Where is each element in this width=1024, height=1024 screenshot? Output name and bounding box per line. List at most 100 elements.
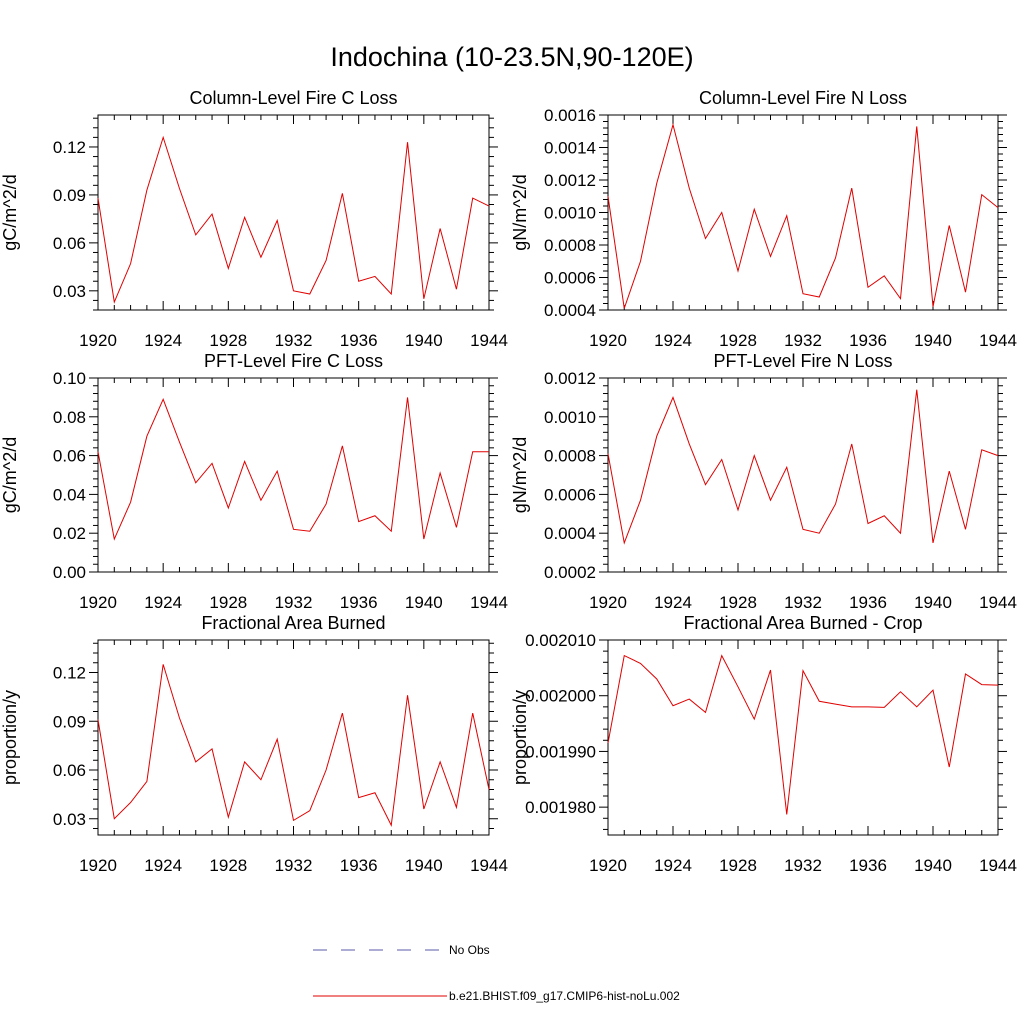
y-axis-label: gC/m^2/d — [0, 437, 20, 513]
y-tick-label: 0.001990 — [525, 742, 596, 761]
x-tick-label: 1940 — [405, 856, 443, 875]
y-tick-label: 0.002000 — [525, 687, 596, 706]
series-line-1 — [607, 122, 999, 309]
y-tick-label: 0.03 — [53, 282, 86, 301]
series-line-1 — [97, 397, 489, 541]
y-tick-label: 0.06 — [53, 761, 86, 780]
x-tick-label: 1928 — [209, 856, 247, 875]
series-line-1 — [607, 389, 999, 545]
x-tick-label: 1928 — [719, 593, 757, 612]
y-tick-label: 0.10 — [53, 369, 86, 388]
panel-title: Fractional Area Burned — [201, 613, 385, 633]
plot-frame — [607, 639, 999, 836]
y-tick-label: 0.0006 — [544, 485, 596, 504]
y-tick-label: 0.03 — [53, 810, 86, 829]
x-tick-label: 1920 — [79, 593, 117, 612]
x-tick-label: 1944 — [470, 856, 508, 875]
y-tick-label: 0.002010 — [525, 631, 596, 650]
panels-group: Column-Level Fire C Loss gC/m^2/d 1920 1924… — [0, 88, 1017, 875]
x-tick-label: 1920 — [589, 856, 627, 875]
x-tick-label: 1944 — [470, 331, 508, 350]
x-tick-label: 1928 — [209, 331, 247, 350]
y-tick-label: 0.06 — [53, 447, 86, 466]
series-line-1 — [97, 135, 490, 304]
legend-obs-label: No Obs — [449, 943, 490, 957]
x-tick-label: 1944 — [979, 856, 1017, 875]
x-tick-label: 1932 — [275, 593, 313, 612]
plot-frame — [97, 639, 490, 836]
x-tick-label: 1936 — [340, 331, 378, 350]
x-tick-label: 1924 — [654, 856, 692, 875]
series-line-1 — [607, 654, 999, 815]
x-tick-label: 1940 — [914, 593, 952, 612]
chart-panel-6: Fractional Area Burned - Crop proportion/… — [510, 613, 1017, 875]
y-tick-label: 0.09 — [53, 712, 86, 731]
chart-panel-1: Column-Level Fire C Loss gC/m^2/d 1920 1924… — [0, 88, 508, 350]
y-tick-label: 0.08 — [53, 408, 86, 427]
y-tick-label: 0.04 — [53, 485, 86, 504]
y-axis-label: gN/m^2/d — [510, 437, 530, 513]
y-tick-label: 0.0008 — [544, 447, 596, 466]
x-tick-label: 1924 — [144, 856, 182, 875]
x-tick-label: 1932 — [275, 856, 313, 875]
plot-frame — [97, 114, 490, 311]
chart-panel-4: PFT-Level Fire N Loss gN/m^2/d 1920 1924 192… — [510, 351, 1017, 612]
x-tick-label: 1944 — [470, 593, 508, 612]
plot-frame — [607, 377, 999, 573]
x-tick-label: 1944 — [979, 331, 1017, 350]
x-tick-label: 1924 — [654, 593, 692, 612]
x-tick-label: 1932 — [784, 856, 822, 875]
x-tick-label: 1932 — [784, 593, 822, 612]
x-tick-label: 1944 — [979, 593, 1017, 612]
y-tick-label: 0.0010 — [544, 408, 596, 427]
y-tick-label: 0.001980 — [525, 798, 596, 817]
plot-frame — [607, 114, 999, 311]
x-tick-label: 1940 — [914, 856, 952, 875]
y-tick-label: 0.0006 — [544, 269, 596, 288]
x-tick-label: 1920 — [79, 856, 117, 875]
y-tick-label: 0.0010 — [544, 204, 596, 223]
y-tick-label: 0.0004 — [544, 301, 596, 320]
x-tick-label: 1920 — [79, 331, 117, 350]
panel-title: Column-Level Fire N Loss — [699, 88, 907, 108]
x-tick-label: 1932 — [784, 331, 822, 350]
chart-panel-5: Fractional Area Burned proportion/y 1920 19… — [0, 613, 508, 875]
panel-title: PFT-Level Fire C Loss — [204, 351, 383, 371]
x-tick-label: 1936 — [849, 331, 887, 350]
figure-title: Indochina (10-23.5N,90-120E) — [330, 42, 693, 72]
chart-panel-2: Column-Level Fire N Loss gN/m^2/d 1920 1924… — [510, 88, 1017, 350]
legend: No Obs b.e21.BHIST.f09_g17.CMIP6-hist-no… — [313, 943, 680, 1003]
y-tick-label: 0.0012 — [544, 369, 596, 388]
x-tick-label: 1924 — [654, 331, 692, 350]
x-tick-label: 1936 — [849, 593, 887, 612]
x-tick-label: 1936 — [340, 856, 378, 875]
y-axis-label: proportion/y — [510, 690, 530, 785]
panel-title: Fractional Area Burned - Crop — [683, 613, 922, 633]
x-tick-label: 1920 — [589, 331, 627, 350]
x-tick-label: 1924 — [144, 593, 182, 612]
plot-frame — [97, 377, 490, 573]
y-tick-label: 0.12 — [53, 664, 86, 683]
x-tick-label: 1940 — [914, 331, 952, 350]
panel-title: Column-Level Fire C Loss — [189, 88, 397, 108]
y-tick-label: 0.12 — [53, 138, 86, 157]
chart-panel-3: PFT-Level Fire C Loss gC/m^2/d 1920 1924 192… — [0, 351, 508, 612]
y-tick-label: 0.0014 — [544, 139, 596, 158]
y-tick-label: 0.00 — [53, 563, 86, 582]
y-tick-label: 0.02 — [53, 524, 86, 543]
y-tick-label: 0.06 — [53, 234, 86, 253]
legend-model-label: b.e21.BHIST.f09_g17.CMIP6-hist-noLu.002 — [449, 989, 680, 1003]
y-tick-label: 0.0004 — [544, 524, 596, 543]
panel-title: PFT-Level Fire N Loss — [713, 351, 892, 371]
y-tick-label: 0.0016 — [544, 106, 596, 125]
y-tick-label: 0.09 — [53, 186, 86, 205]
y-axis-label: proportion/y — [0, 690, 20, 785]
x-tick-label: 1940 — [405, 593, 443, 612]
x-tick-label: 1928 — [719, 856, 757, 875]
x-tick-label: 1936 — [849, 856, 887, 875]
y-axis-label: gN/m^2/d — [510, 174, 530, 250]
y-tick-label: 0.0008 — [544, 236, 596, 255]
x-tick-label: 1936 — [340, 593, 378, 612]
x-tick-label: 1924 — [144, 331, 182, 350]
series-line-1 — [97, 664, 490, 827]
